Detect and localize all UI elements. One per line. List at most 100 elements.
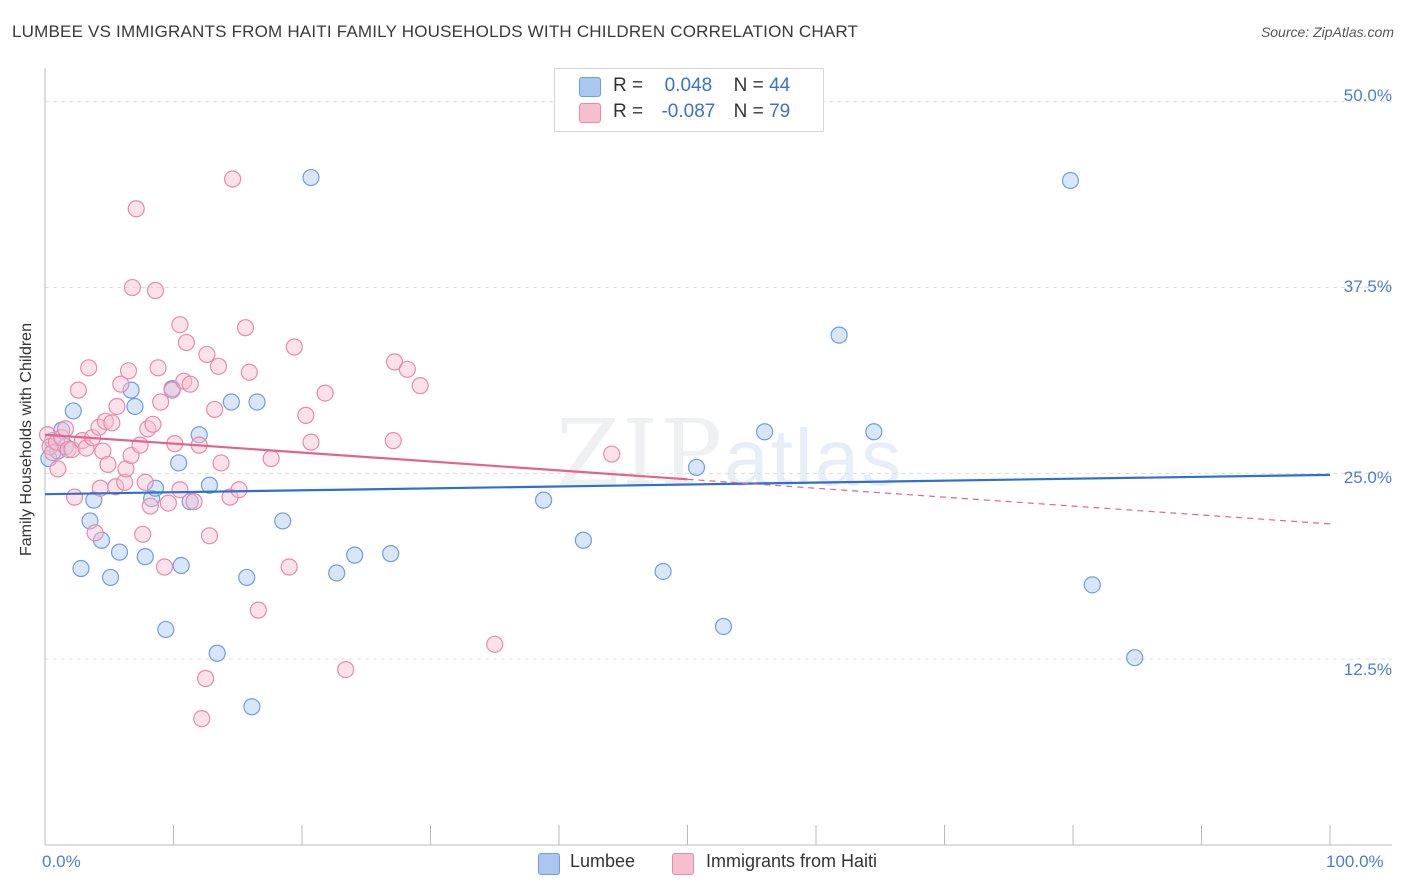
haiti-swatch	[579, 103, 601, 123]
haiti-point	[59, 440, 77, 459]
haiti-point	[193, 710, 211, 728]
lumbee-point	[243, 698, 261, 716]
haiti-point	[603, 445, 621, 463]
haiti-point	[99, 455, 117, 474]
n-label: N =	[733, 101, 764, 122]
n-label: N =	[733, 75, 764, 96]
lumbee-point	[1083, 576, 1101, 594]
lumbee-point	[101, 568, 120, 587]
haiti-point	[240, 363, 258, 381]
lumbee-point	[126, 397, 144, 416]
lumbee-point	[382, 545, 400, 563]
haiti-point	[200, 527, 219, 545]
haiti-point	[411, 377, 429, 395]
haiti-point	[285, 338, 303, 356]
lumbee-point	[172, 556, 190, 575]
haiti-point	[209, 357, 228, 375]
haiti-point	[185, 493, 203, 511]
haiti-point	[198, 345, 216, 364]
y-tick-label: 50.0%	[1343, 86, 1392, 105]
haiti-point	[146, 281, 165, 300]
haiti-point	[103, 414, 121, 432]
haiti-point	[280, 558, 298, 576]
source-label: Source: ZipAtlas.com	[1260, 24, 1394, 40]
lumbee-point	[170, 454, 188, 472]
lumbee-point	[687, 458, 706, 477]
y-tick-label: 12.5%	[1343, 660, 1392, 679]
haiti-point	[108, 397, 126, 416]
haiti-point	[249, 601, 267, 619]
haiti-point	[86, 524, 104, 542]
lumbee-point	[714, 617, 733, 636]
haiti-point	[56, 420, 75, 438]
haiti-point	[230, 481, 248, 499]
r-label: R =	[613, 75, 644, 96]
haiti-point	[212, 454, 230, 472]
lumbee-point	[181, 493, 199, 511]
haiti-point	[123, 278, 141, 297]
lumbee-point	[72, 559, 90, 578]
haiti-point	[171, 481, 189, 499]
r-value: -0.087	[661, 101, 716, 122]
lumbee-point	[274, 512, 292, 530]
watermark: ZIPatlas	[556, 400, 903, 507]
haiti-point	[171, 316, 189, 334]
haiti-point	[181, 375, 199, 393]
haiti-point	[152, 393, 170, 411]
haiti-point	[136, 473, 154, 491]
lumbee-point	[222, 393, 240, 411]
lumbee-trend-line	[44, 473, 1331, 496]
haiti-point	[65, 488, 84, 506]
lumbee-legend-swatch	[538, 853, 560, 875]
haiti-point	[206, 400, 224, 419]
r-value: 0.048	[664, 75, 713, 96]
lumbee-swatch	[579, 77, 601, 97]
haiti-point	[131, 436, 149, 454]
haiti-point	[80, 359, 98, 377]
haiti-point	[302, 433, 320, 451]
r-label: R =	[613, 101, 644, 122]
lumbee-point	[1061, 171, 1080, 190]
lumbee-point	[157, 620, 175, 639]
legend-label: Immigrants from Haiti	[706, 851, 878, 871]
watermark-atlas: atlas	[724, 413, 904, 502]
haiti-point	[155, 558, 174, 576]
haiti-point	[262, 449, 280, 468]
lumbee-point	[1126, 649, 1144, 667]
lumbee-point	[755, 423, 774, 441]
lumbee-point	[302, 168, 320, 187]
lumbee-point	[830, 326, 848, 344]
haiti-point	[316, 384, 334, 402]
legend-label: Lumbee	[570, 851, 636, 871]
y-tick-label: 25.0%	[1343, 468, 1392, 487]
lumbee-point	[110, 543, 129, 561]
haiti-point	[197, 669, 215, 688]
lumbee-point	[248, 393, 266, 411]
lumbee-point	[238, 568, 256, 587]
haiti-point	[385, 353, 404, 371]
haiti-point	[486, 635, 504, 653]
haiti-point	[77, 439, 95, 457]
haiti-point	[69, 381, 88, 399]
haiti-point	[149, 359, 167, 377]
y-tick-label: 37.5%	[1343, 277, 1392, 296]
lumbee-point	[534, 491, 553, 509]
haiti-point	[127, 200, 145, 218]
haiti-point	[297, 406, 315, 424]
lumbee-point	[346, 546, 364, 564]
lumbee-point	[136, 548, 154, 566]
haiti-point	[177, 333, 195, 352]
watermark-zip: ZIP	[556, 400, 725, 507]
haiti-point	[384, 432, 402, 450]
haiti-legend-swatch	[672, 853, 694, 875]
haiti-trend-line	[44, 433, 688, 481]
haiti-point	[224, 170, 242, 188]
haiti-point	[49, 460, 67, 478]
haiti-point	[159, 494, 177, 512]
lumbee-point	[122, 381, 140, 399]
lumbee-point	[865, 423, 883, 441]
haiti-point	[96, 412, 114, 430]
n-value: 44	[769, 75, 791, 96]
haiti-point	[90, 418, 108, 436]
